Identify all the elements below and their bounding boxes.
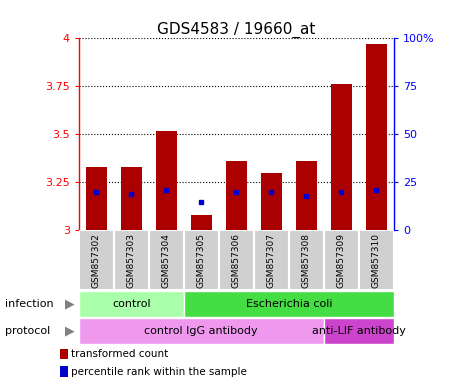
Text: GSM857302: GSM857302 <box>92 233 101 288</box>
Bar <box>261 173 282 230</box>
Text: infection: infection <box>4 299 53 309</box>
Bar <box>79 230 114 290</box>
Text: control: control <box>112 299 151 309</box>
Bar <box>149 230 184 290</box>
Bar <box>366 44 387 230</box>
Bar <box>79 318 324 344</box>
Text: GSM857306: GSM857306 <box>232 233 241 288</box>
Bar <box>121 167 142 230</box>
Bar <box>114 230 149 290</box>
Text: GSM857305: GSM857305 <box>197 233 206 288</box>
Text: control IgG antibody: control IgG antibody <box>144 326 258 336</box>
Text: GSM857310: GSM857310 <box>372 233 381 288</box>
Text: GSM857309: GSM857309 <box>337 233 346 288</box>
Text: percentile rank within the sample: percentile rank within the sample <box>72 366 248 377</box>
Text: GSM857304: GSM857304 <box>162 233 171 288</box>
Bar <box>226 161 247 230</box>
Bar <box>59 366 68 377</box>
Text: transformed count: transformed count <box>72 349 169 359</box>
Bar <box>219 230 254 290</box>
Bar <box>86 167 107 230</box>
Bar <box>184 291 394 317</box>
Bar <box>79 291 184 317</box>
Text: Escherichia coli: Escherichia coli <box>246 299 332 309</box>
Text: anti-LIF antibody: anti-LIF antibody <box>312 326 406 336</box>
Text: ▶: ▶ <box>65 324 75 337</box>
Bar <box>331 84 352 230</box>
Text: GSM857303: GSM857303 <box>127 233 136 288</box>
Bar <box>289 230 324 290</box>
Title: GDS4583 / 19660_at: GDS4583 / 19660_at <box>157 22 315 38</box>
Bar <box>359 230 394 290</box>
Bar <box>59 349 68 359</box>
Text: protocol: protocol <box>4 326 50 336</box>
Bar <box>324 318 394 344</box>
Bar <box>254 230 289 290</box>
Bar <box>296 161 317 230</box>
Bar <box>324 230 359 290</box>
Bar <box>184 230 219 290</box>
Text: GSM857308: GSM857308 <box>302 233 311 288</box>
Text: GSM857307: GSM857307 <box>267 233 276 288</box>
Bar <box>156 131 177 230</box>
Text: ▶: ▶ <box>65 297 75 310</box>
Bar <box>191 215 212 230</box>
